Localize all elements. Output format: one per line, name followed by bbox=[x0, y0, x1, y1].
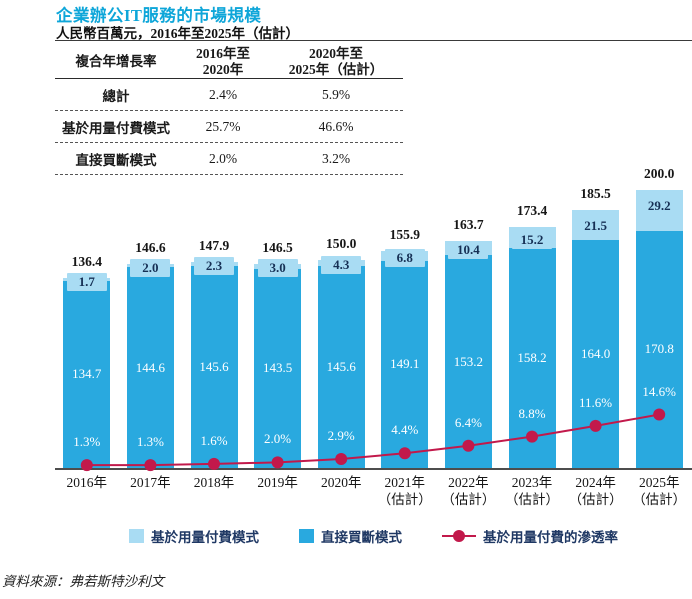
bar-total-label: 173.4 bbox=[516, 202, 548, 218]
light-blue-swatch-icon bbox=[129, 529, 144, 543]
cagr-table-header: 複合年增長率 2016年至 2020年 2020年至 2025年（估計） bbox=[55, 46, 403, 79]
penetration-pct-label: 1.6% bbox=[200, 432, 228, 448]
bar-usage-value-label: 6.8 bbox=[384, 249, 425, 268]
bar-usage-value-label: 21.5 bbox=[575, 217, 616, 236]
penetration-pct-label: 14.6% bbox=[642, 383, 676, 399]
x-axis-label: 2025年 （估計） bbox=[632, 475, 687, 507]
bar-total-label: 155.9 bbox=[389, 227, 420, 243]
chart-legend: 基於用量付費模式 直接買斷模式 基於用量付費的滲透率 bbox=[55, 526, 692, 546]
table-row-total: 總計 2.4% 5.9% bbox=[55, 79, 403, 111]
line-marker-icon bbox=[442, 530, 476, 542]
penetration-line bbox=[80, 408, 666, 472]
penetration-pct-label: 1.3% bbox=[73, 434, 101, 450]
penetration-pct-label: 2.9% bbox=[327, 427, 355, 443]
bar-total-label: 147.9 bbox=[198, 238, 230, 254]
page-subtitle: 人民幣百萬元，2016年至2025年（估計） bbox=[56, 26, 299, 41]
penetration-pct-label: 11.6% bbox=[579, 394, 613, 410]
x-axis-label: 2020年 bbox=[320, 475, 362, 490]
source-note: 資料來源：弗若斯特沙利文 bbox=[2, 574, 164, 589]
cagr-header-period-1: 2016年至 2020年 bbox=[196, 46, 250, 77]
bar-usage-value-label: 10.4 bbox=[448, 240, 489, 259]
bar-usage-value-label: 4.3 bbox=[321, 255, 362, 274]
stacked-bar-chart: 136.4 1.7 134.7 1.3% 146.6 2.0 144.6 1.3% 147.9 2… bbox=[55, 166, 692, 472]
x-axis-label: 2024年 （估計） bbox=[568, 475, 623, 507]
x-axis-label: 2019年 bbox=[257, 475, 298, 490]
cagr-header-label: 複合年增長率 bbox=[75, 54, 157, 70]
bar-buyout-value-label: 158.2 bbox=[517, 350, 547, 366]
bar-buyout-value-label: 164.0 bbox=[580, 346, 611, 362]
bar-buyout-value-label: 170.8 bbox=[644, 341, 674, 357]
bar-total-label: 136.4 bbox=[71, 254, 102, 270]
bar-buyout-value-label: 143.5 bbox=[262, 360, 293, 376]
table-row-usage-based: 基於用量付費模式 25.7% 46.6% bbox=[55, 111, 403, 143]
x-axis-label: 2022年 （估計） bbox=[441, 475, 496, 507]
bar-segment-buyout bbox=[190, 265, 238, 468]
cagr-table: 複合年增長率 2016年至 2020年 2020年至 2025年（估計） 總計 … bbox=[55, 46, 403, 175]
bar-segment-buyout bbox=[126, 267, 174, 468]
horizontal-rule bbox=[55, 40, 692, 41]
page-title: 企業辦公IT服務的市場規模 bbox=[56, 6, 262, 25]
x-axis-label: 2016年 bbox=[66, 475, 108, 490]
bar-total-label: 146.6 bbox=[135, 240, 166, 256]
penetration-pct-label: 6.4% bbox=[454, 414, 482, 430]
dark-blue-swatch-icon bbox=[299, 529, 314, 543]
bar-usage-value-label: 2.3 bbox=[194, 257, 234, 276]
bar-total-label: 163.7 bbox=[453, 216, 484, 232]
cagr-header-period-2: 2020年至 2025年（估計） bbox=[288, 46, 384, 77]
bar-usage-value-label: 15.2 bbox=[512, 230, 552, 249]
bar-buyout-value-label: 145.6 bbox=[199, 358, 229, 374]
penetration-pct-label: 4.4% bbox=[391, 422, 419, 438]
bar-segment-buyout bbox=[317, 265, 365, 468]
bar-usage-value-label: 1.7 bbox=[66, 272, 107, 291]
bar-segment-buyout bbox=[444, 255, 492, 468]
bar-buyout-value-label: 144.6 bbox=[135, 359, 166, 375]
table-row-buyout: 直接買斷模式 2.0% 3.2% bbox=[55, 143, 403, 175]
bar-total-label: 200.0 bbox=[644, 166, 675, 181]
bar-usage-value-label: 29.2 bbox=[639, 197, 680, 215]
bar-usage-value-label: 3.0 bbox=[257, 259, 298, 278]
x-axis-labels: 2016年 2017年 2018年 2019年 2020年 2021年 （估計） 2022年（… bbox=[55, 474, 692, 514]
bar-buyout-value-label: 149.1 bbox=[390, 356, 420, 372]
x-axis-label: 2021年 （估計） bbox=[377, 475, 432, 507]
legend-item-penetration: 基於用量付費的滲透率 bbox=[442, 526, 618, 546]
bar-segment-buyout bbox=[635, 230, 683, 468]
bar-total-label: 146.5 bbox=[262, 240, 293, 256]
legend-item-buyout: 直接買斷模式 bbox=[299, 526, 402, 546]
bar-buyout-value-label: 134.7 bbox=[72, 366, 102, 382]
penetration-pct-label: 1.3% bbox=[136, 434, 164, 450]
bar-total-label: 150.0 bbox=[326, 235, 357, 251]
bar-segment-buyout bbox=[381, 260, 429, 468]
bar-usage-value-label: 2.0 bbox=[130, 258, 171, 277]
penetration-pct-label: 2.0% bbox=[264, 431, 292, 447]
x-axis-label: 2023年 （估計） bbox=[504, 475, 559, 507]
bar-total-label: 185.5 bbox=[580, 186, 611, 202]
bar-buyout-value-label: 145.6 bbox=[326, 358, 356, 374]
x-axis-label: 2018年 bbox=[193, 475, 235, 490]
legend-item-usage-based: 基於用量付費模式 bbox=[129, 526, 259, 546]
bar-buyout-value-label: 153.2 bbox=[453, 353, 484, 369]
penetration-pct-label: 8.8% bbox=[518, 405, 546, 421]
bar-segment-buyout bbox=[254, 268, 302, 468]
x-axis-label: 2017年 bbox=[130, 475, 171, 490]
bar-segment-buyout bbox=[63, 280, 111, 468]
